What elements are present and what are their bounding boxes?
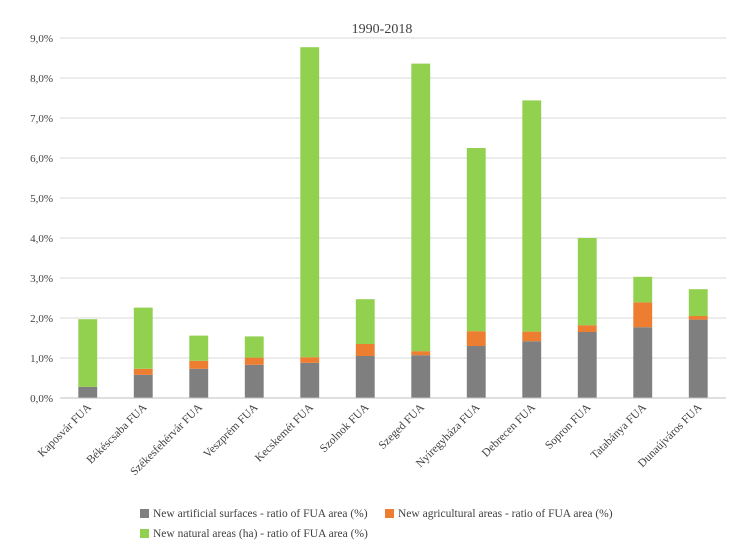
bar-segment-s1-11 bbox=[688, 316, 708, 320]
y-tick-label: 5,0% bbox=[30, 193, 53, 205]
bar-segment-s0-0 bbox=[78, 386, 98, 398]
bar-segment-s2-8 bbox=[522, 100, 542, 332]
x-tick-label: Szeged FUA bbox=[377, 401, 428, 452]
bar-segment-s0-6 bbox=[411, 355, 431, 398]
bars bbox=[78, 47, 708, 398]
bar-segment-s1-9 bbox=[577, 325, 597, 332]
bar-segment-s0-4 bbox=[300, 362, 320, 398]
bar-segment-s1-10 bbox=[633, 302, 653, 328]
x-tick-label: Tatabánya FUA bbox=[589, 401, 650, 462]
bar-segment-s2-5 bbox=[355, 299, 375, 344]
x-tick-label: Szolnok FUA bbox=[318, 401, 372, 455]
y-tick-label: 4,0% bbox=[30, 233, 53, 245]
y-tick-label: 6,0% bbox=[30, 153, 53, 165]
bar-segment-s0-1 bbox=[133, 374, 153, 398]
bar-segment-s0-9 bbox=[577, 332, 597, 398]
bar-segment-s1-7 bbox=[466, 331, 486, 346]
bar-segment-s1-5 bbox=[355, 344, 375, 356]
bar-segment-s1-3 bbox=[244, 357, 264, 365]
bar-segment-s0-10 bbox=[633, 327, 653, 398]
legend-label-2: New natural areas (ha) - ratio of FUA ar… bbox=[153, 528, 368, 540]
bar-segment-s1-6 bbox=[411, 351, 431, 356]
bar-segment-s2-11 bbox=[688, 289, 708, 316]
bar-segment-s2-1 bbox=[133, 307, 153, 369]
legend-swatch-2 bbox=[140, 529, 149, 538]
y-tick-label: 1,0% bbox=[30, 353, 53, 365]
bar-segment-s0-7 bbox=[466, 346, 486, 398]
legend-swatch-1 bbox=[385, 509, 394, 518]
chart-title: 1990-2018 bbox=[352, 22, 413, 37]
bar-segment-s1-8 bbox=[522, 331, 542, 342]
legend-label-1: New agricultural areas - ratio of FUA ar… bbox=[398, 508, 613, 520]
bar-segment-s0-11 bbox=[688, 319, 708, 398]
bar-segment-s0-8 bbox=[522, 341, 542, 398]
bar-segment-s2-10 bbox=[633, 276, 653, 303]
bar-segment-s1-4 bbox=[300, 357, 320, 363]
bar-segment-s2-0 bbox=[78, 319, 98, 387]
bar-segment-s0-2 bbox=[189, 368, 209, 398]
y-tick-label: 0,0% bbox=[30, 393, 53, 405]
y-tick-label: 3,0% bbox=[30, 273, 53, 285]
x-tick-label: Debrecen FUA bbox=[480, 401, 538, 459]
bar-segment-s2-3 bbox=[244, 336, 264, 358]
bar-segment-s1-2 bbox=[189, 360, 209, 369]
y-axis-ticks: 0,0% 1,0% 2,0% 3,0% 4,0% 5,0% 6,0% 7,0% 8,0% 9,0% bbox=[30, 33, 53, 405]
legend-swatch-0 bbox=[140, 509, 149, 518]
gridlines bbox=[60, 37, 726, 359]
x-tick-label: Kaposvár FUA bbox=[36, 401, 94, 459]
y-tick-label: 7,0% bbox=[30, 113, 53, 125]
bar-segment-s2-7 bbox=[466, 148, 486, 332]
legend: New artificial surfaces - ratio of FUA a… bbox=[140, 508, 613, 540]
bar-segment-s2-6 bbox=[411, 63, 431, 352]
bar-segment-s1-1 bbox=[133, 368, 153, 375]
y-tick-label: 2,0% bbox=[30, 313, 53, 325]
x-tick-label: Sopron FUA bbox=[543, 401, 594, 452]
bar-segment-s0-5 bbox=[355, 356, 375, 398]
bar-segment-s2-2 bbox=[189, 335, 209, 361]
bar-segment-s2-4 bbox=[300, 47, 320, 358]
y-tick-label: 9,0% bbox=[30, 33, 53, 45]
bar-segment-s2-9 bbox=[577, 238, 597, 326]
legend-label-0: New artificial surfaces - ratio of FUA a… bbox=[153, 508, 368, 520]
x-tick-label: Kecskemét FUA bbox=[253, 401, 316, 464]
bar-segment-s0-3 bbox=[244, 364, 264, 398]
x-tick-label: Veszprém FUA bbox=[202, 401, 261, 460]
y-tick-label: 8,0% bbox=[30, 73, 53, 85]
